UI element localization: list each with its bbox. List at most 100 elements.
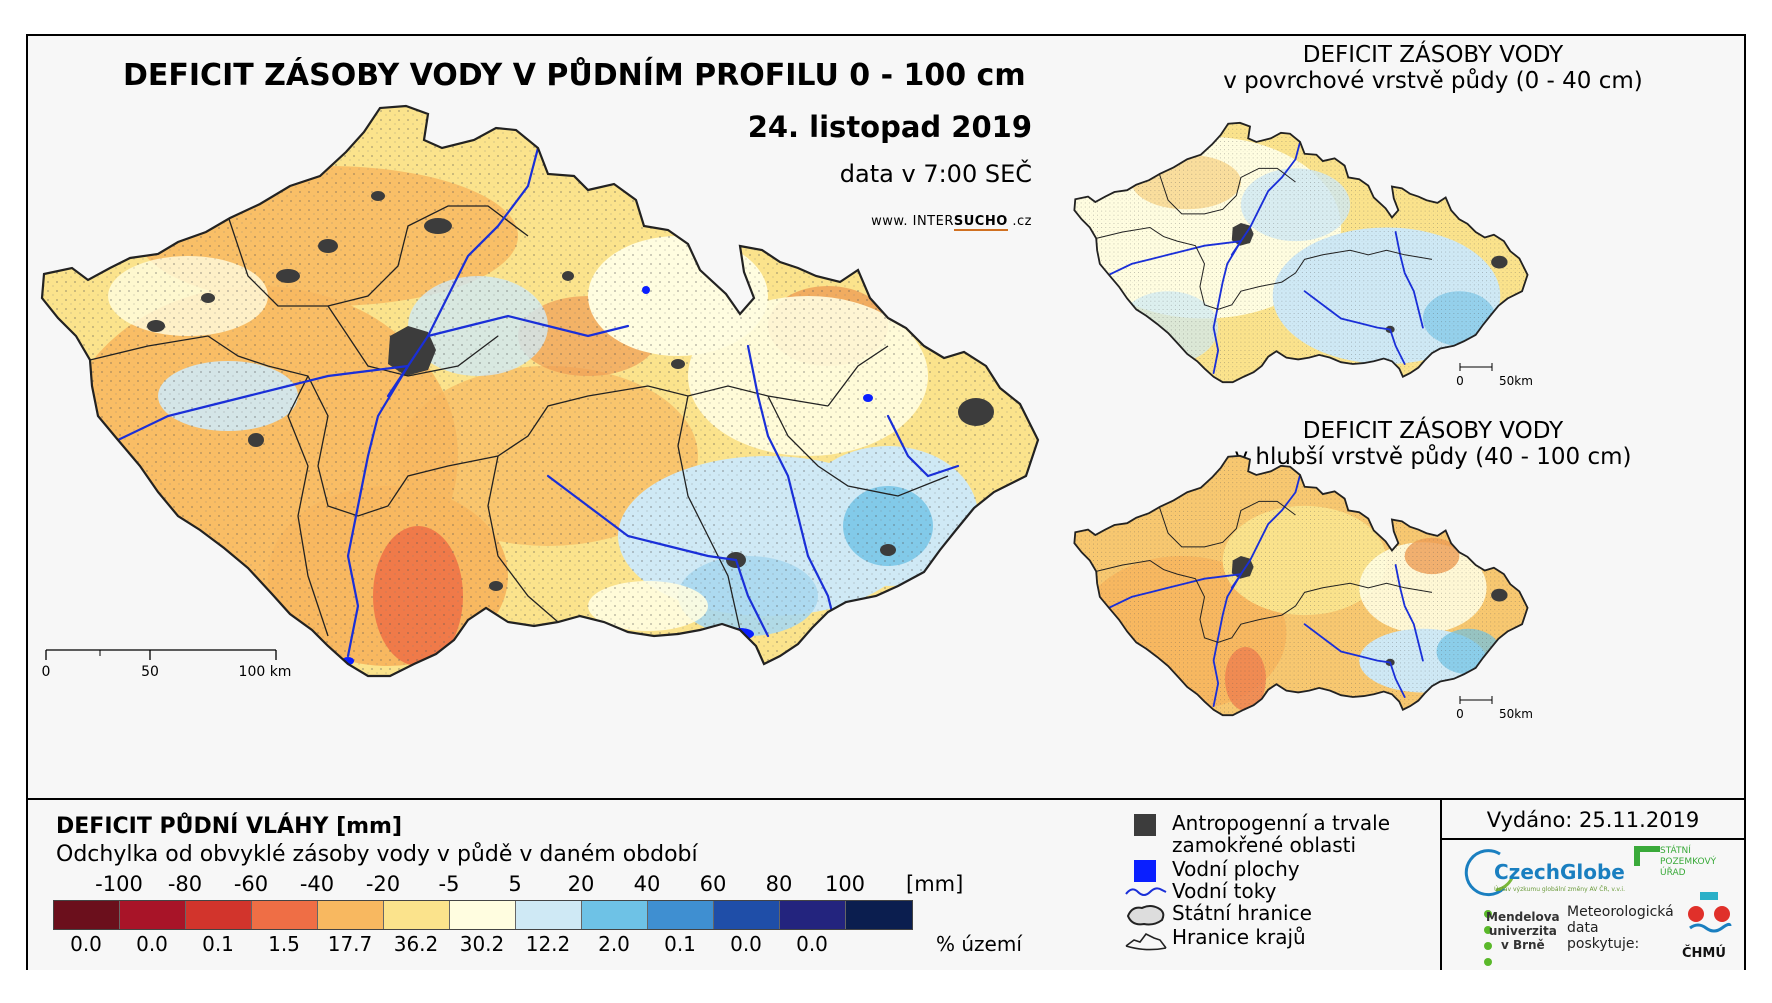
- legend-percent-7: 12.2: [525, 932, 571, 956]
- legend-region-border-label: Hranice krajů: [1172, 925, 1306, 949]
- main-scale-bar: 0 50 100 km: [42, 649, 292, 680]
- legend-percent-0: 0.0: [70, 932, 102, 956]
- website-prefix: www.: [871, 214, 908, 229]
- legend-subtitle: Odchylka od obvyklé zásoby vody v půdě v…: [56, 842, 698, 867]
- mendel-line2: univerzita: [1488, 924, 1557, 938]
- legend-tick-7: 20: [567, 872, 595, 896]
- scale-label-50: 50: [141, 664, 159, 680]
- legend-percent-1: 0.0: [136, 932, 168, 956]
- website-sucho: SUCHO: [953, 214, 1008, 231]
- legend-swatch-11: [780, 901, 846, 929]
- inset-top-title: DEFICIT ZÁSOBY VODY v povrchové vrstvě p…: [1153, 42, 1713, 94]
- legend-tick-2: -60: [233, 872, 269, 896]
- chmu-logo-icon: [1688, 892, 1732, 933]
- river-line-icon: [1125, 887, 1167, 896]
- inset-bottom-title-line2: v hlubší vrstvě půdy (40 - 100 cm): [1234, 444, 1632, 470]
- main-map-time: data v 7:00 SEČ: [839, 160, 1032, 188]
- legend-tick-11: 100: [824, 872, 866, 896]
- inset-bottom-map: 0 50km: [1073, 454, 1533, 721]
- website-link[interactable]: www. INTERSUCHO .cz: [871, 214, 1032, 231]
- legend-tick-4: -20: [365, 872, 401, 896]
- czechglobe-logo-icon: [1464, 849, 1514, 897]
- legend-swatch-5: [384, 901, 450, 929]
- scale-label-0: 0: [42, 664, 51, 680]
- website-inter: INTER: [912, 214, 954, 229]
- spu-line3: ÚŘAD: [1660, 868, 1686, 878]
- issued-date: Vydáno: 25.11.2019: [1440, 800, 1744, 840]
- mendel-logo: Mendelova univerzita v Brně: [1486, 910, 1560, 952]
- legend-swatch-10: [714, 901, 780, 929]
- legend-tick-9: 60: [699, 872, 727, 896]
- legend-urban-line2: zamokřené oblasti: [1172, 833, 1357, 857]
- legend-percent-3: 1.5: [268, 932, 300, 956]
- legend-tick-8: 40: [633, 872, 661, 896]
- spu-line2: POZEMKOVÝ: [1660, 857, 1717, 867]
- czechglobe-subtitle: Ústav výzkumu globální změny AV ČR, v.v.…: [1494, 886, 1625, 893]
- inset-top-scale-bar: 0 50km: [1456, 363, 1533, 388]
- legend-swatch-1: [120, 901, 186, 929]
- legend-swatch-0: [54, 901, 120, 929]
- state-border-icon: [1126, 905, 1165, 926]
- legend-panel: DEFICIT PŮDNÍ VLÁHY [mm] Odchylka od obv…: [28, 798, 1744, 970]
- legend-percent-4: 17.7: [327, 932, 373, 956]
- legend-swatch-12: [846, 901, 912, 929]
- inset-top-title-line2: v povrchové vrstvě půdy (0 - 40 cm): [1223, 68, 1643, 94]
- main-map-title: DEFICIT ZÁSOBY VODY V PŮDNÍM PROFILU 0 -…: [123, 58, 1026, 93]
- website-suffix: .cz: [1012, 214, 1032, 229]
- meteo-line1: Meteorologická: [1567, 904, 1674, 920]
- inset-bottom-scale-0: 0: [1456, 707, 1464, 721]
- legend-unit: [mm]: [906, 872, 964, 896]
- legend-colorbar: [53, 900, 913, 930]
- legend-percent-9: 0.1: [664, 932, 696, 956]
- legend-percent-unit: % území: [936, 932, 1022, 956]
- meteo-data-note: Meteorologická data poskytuje:: [1567, 904, 1674, 952]
- spu-logo-icon: [1634, 846, 1660, 866]
- legend-swatch-2: [186, 901, 252, 929]
- legend-water-label: Vodní plochy: [1172, 857, 1300, 881]
- meteo-line3: poskytuje:: [1567, 936, 1640, 952]
- legend-title: DEFICIT PŮDNÍ VLÁHY [mm]: [56, 814, 403, 839]
- legend-percent-5: 36.2: [393, 932, 439, 956]
- legend-state-border-label: Státní hranice: [1172, 901, 1312, 925]
- inset-bottom-title: DEFICIT ZÁSOBY VODY v hlubší vrstvě půdy…: [1153, 418, 1713, 470]
- legend-urban-line1: Antropogenní a trvale: [1172, 811, 1391, 835]
- legend-tick-10: 80: [765, 872, 793, 896]
- legend-rivers-label: Vodní toky: [1172, 879, 1277, 903]
- legend-tick-0: -100: [95, 872, 143, 896]
- legend-tick-5: -5: [438, 872, 460, 896]
- legend-percent-8: 2.0: [598, 932, 630, 956]
- legend-swatch-7: [516, 901, 582, 929]
- main-map: 0 50 100 km: [40, 104, 1040, 680]
- legend-swatch-6: [450, 901, 516, 929]
- legend-percent-6: 30.2: [459, 932, 505, 956]
- legend-tick-6: 5: [508, 872, 522, 896]
- legend-tick-3: -40: [299, 872, 335, 896]
- mendel-logo-icon: [1484, 910, 1492, 966]
- region-border-icon: [1125, 932, 1167, 951]
- legend-percent-11: 0.0: [796, 932, 828, 956]
- mendel-line3: v Brně: [1500, 938, 1545, 952]
- map-area: DEFICIT ZÁSOBY VODY V PŮDNÍM PROFILU 0 -…: [28, 36, 1744, 798]
- inset-top-scale-0: 0: [1456, 374, 1464, 388]
- legend-ticks: -100 -80 -60 -40 -20 -5 5 20 40 60 80 100: [50, 872, 930, 898]
- inset-top-map: 0 50km: [1073, 121, 1533, 388]
- water-swatch: [1134, 860, 1156, 882]
- inset-bottom-title-line1: DEFICIT ZÁSOBY VODY: [1302, 418, 1564, 444]
- spu-line1: STÁTNÍ: [1660, 846, 1691, 856]
- legend-percent-10: 0.0: [730, 932, 762, 956]
- urban-swatch: [1134, 814, 1156, 836]
- legend-tick-1: -80: [167, 872, 203, 896]
- czechglobe-logo: CzechGlobe: [1494, 860, 1625, 884]
- inset-top-scale-50: 50km: [1499, 374, 1533, 388]
- legend-swatch-3: [252, 901, 318, 929]
- legend-swatch-4: [318, 901, 384, 929]
- legend-percent-2: 0.1: [202, 932, 234, 956]
- inset-bottom-scale-bar: 0 50km: [1456, 696, 1533, 721]
- inset-bottom-scale-50: 50km: [1499, 707, 1533, 721]
- mendel-line1: Mendelova: [1486, 910, 1560, 924]
- legend-swatch-9: [648, 901, 714, 929]
- scale-label-100km: 100 km: [239, 664, 292, 680]
- inset-top-title-line1: DEFICIT ZÁSOBY VODY: [1302, 42, 1564, 68]
- map-frame: DEFICIT ZÁSOBY VODY V PŮDNÍM PROFILU 0 -…: [26, 34, 1746, 970]
- chmu-logo: ČHMÚ: [1682, 946, 1726, 961]
